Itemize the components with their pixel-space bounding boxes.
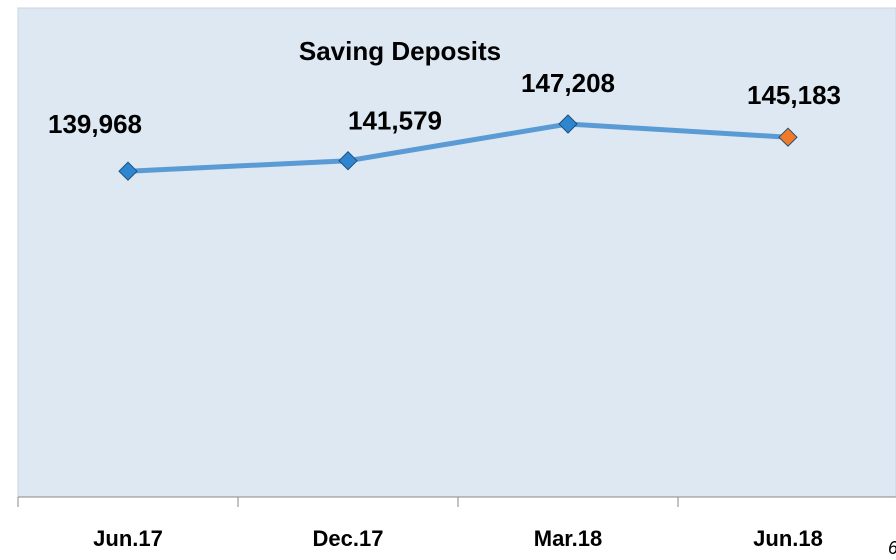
marker — [118, 161, 138, 181]
page-number: 6 — [888, 538, 896, 555]
data-label: 139,968 — [48, 109, 142, 139]
marker — [778, 127, 798, 147]
x-tick-label: Dec.17 — [313, 526, 384, 551]
chart-title: Saving Deposits — [299, 36, 501, 66]
data-label: 145,183 — [747, 80, 841, 110]
x-tick-label: Mar.18 — [534, 526, 603, 551]
data-label: 147,208 — [521, 68, 615, 98]
plot-area — [17, 7, 896, 498]
x-tick-label: Jun.17 — [93, 526, 163, 551]
line — [127, 121, 789, 174]
marker — [558, 114, 578, 134]
x-tick-label: Jun.18 — [753, 526, 823, 551]
marker — [338, 150, 358, 171]
data-label: 141,579 — [348, 106, 442, 136]
